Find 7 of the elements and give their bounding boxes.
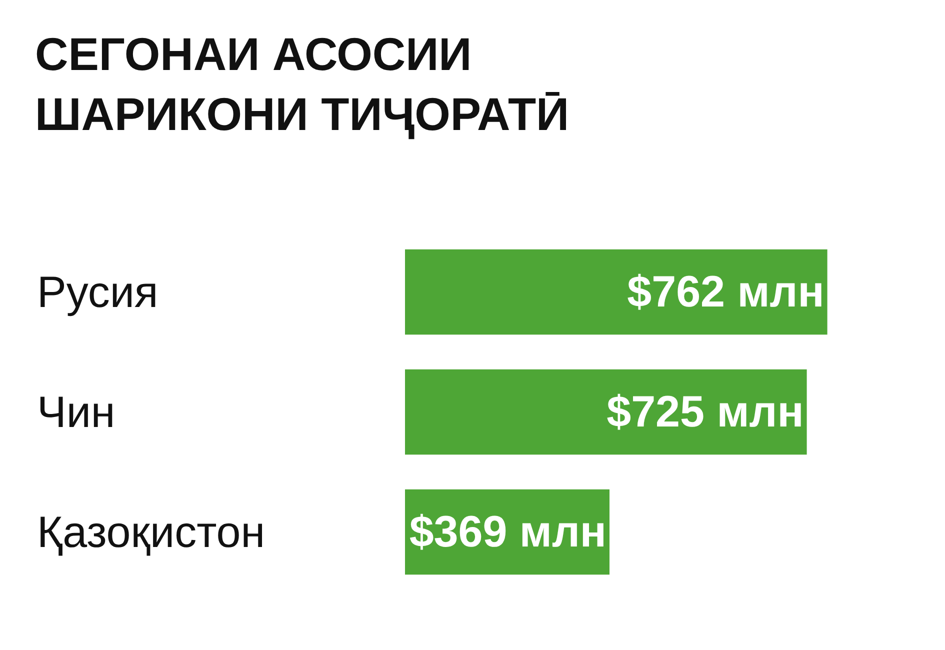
y-tick-label: Чин <box>37 388 116 437</box>
data-label: $725 млн <box>606 388 804 436</box>
data-label: $762 млн <box>627 268 824 316</box>
chart-title: СЕГОНАИ АСОСИИ ШАРИКОНИ ТИҶОРАТӢ <box>35 28 570 140</box>
y-tick-label: Қазоқистон <box>37 508 266 557</box>
y-tick-label: Русия <box>37 268 158 317</box>
data-label: $369 млн <box>409 508 606 556</box>
